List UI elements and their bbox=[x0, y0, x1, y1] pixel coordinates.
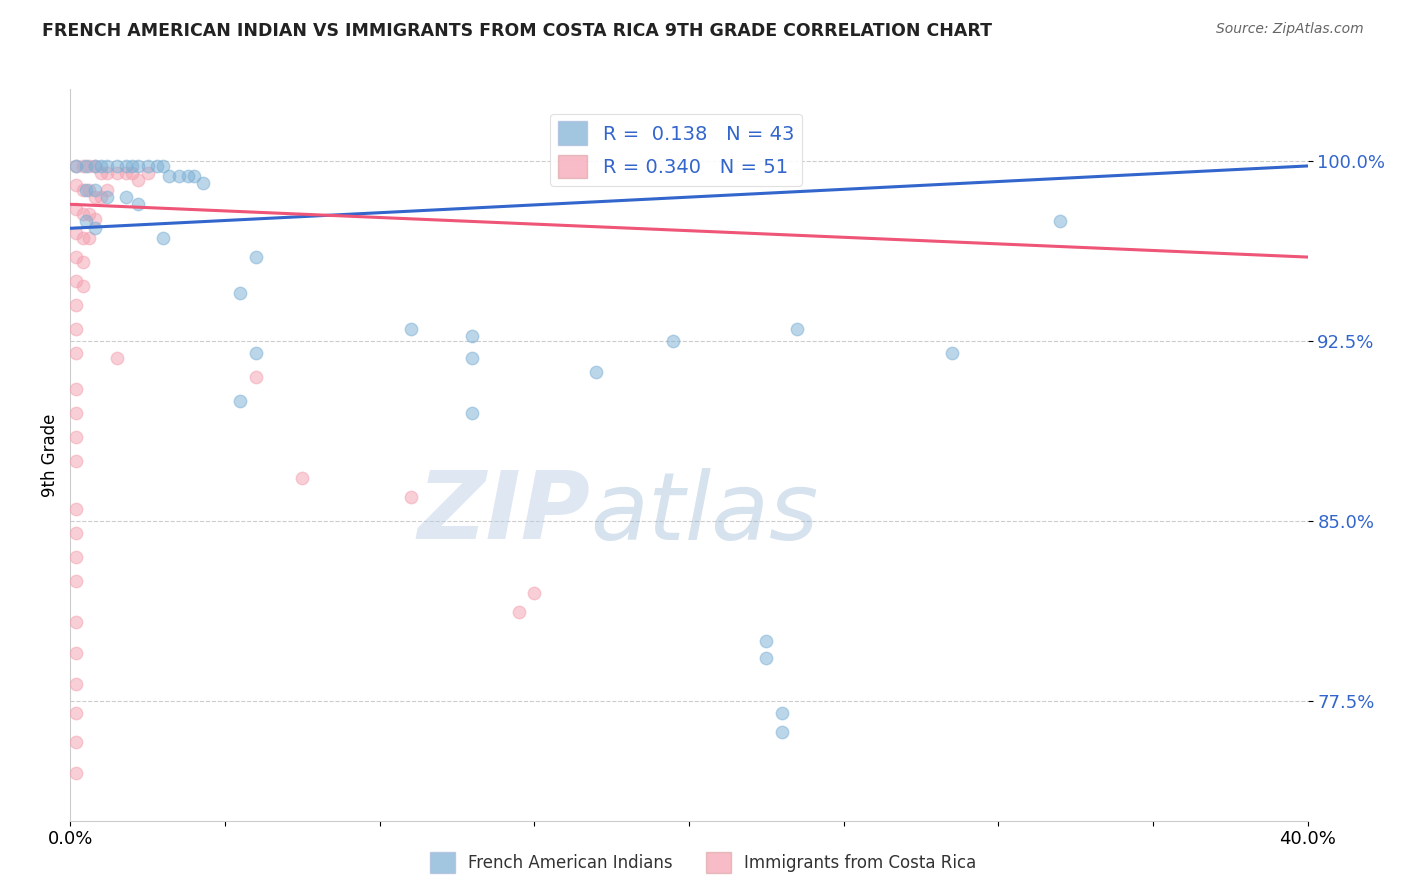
Text: Source: ZipAtlas.com: Source: ZipAtlas.com bbox=[1216, 22, 1364, 37]
Text: FRENCH AMERICAN INDIAN VS IMMIGRANTS FROM COSTA RICA 9TH GRADE CORRELATION CHART: FRENCH AMERICAN INDIAN VS IMMIGRANTS FRO… bbox=[42, 22, 993, 40]
Text: atlas: atlas bbox=[591, 468, 818, 559]
Y-axis label: 9th Grade: 9th Grade bbox=[41, 413, 59, 497]
Text: ZIP: ZIP bbox=[418, 467, 591, 559]
Legend: French American Indians, Immigrants from Costa Rica: French American Indians, Immigrants from… bbox=[423, 846, 983, 880]
Legend: R =  0.138   N = 43, R = 0.340   N = 51: R = 0.138 N = 43, R = 0.340 N = 51 bbox=[550, 113, 801, 186]
